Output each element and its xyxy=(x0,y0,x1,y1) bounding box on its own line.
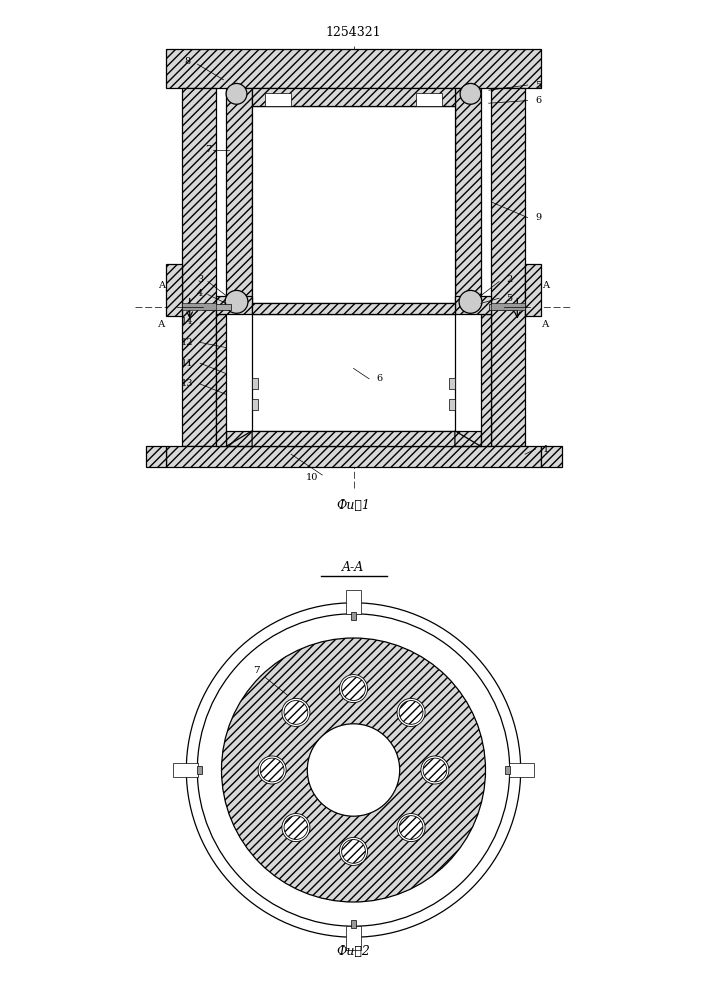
Text: 8: 8 xyxy=(184,57,190,66)
Polygon shape xyxy=(226,431,252,446)
Bar xyxy=(449,399,455,410)
Bar xyxy=(481,314,491,446)
Bar xyxy=(491,303,525,310)
Circle shape xyxy=(341,840,366,863)
Bar xyxy=(455,88,481,303)
Text: A-A: A-A xyxy=(342,561,365,574)
Text: 9: 9 xyxy=(535,213,541,222)
Circle shape xyxy=(459,290,482,313)
Text: 1254321: 1254321 xyxy=(326,26,381,39)
Circle shape xyxy=(397,698,425,726)
Circle shape xyxy=(221,638,486,902)
Circle shape xyxy=(260,758,284,782)
Text: 5: 5 xyxy=(506,294,513,303)
Bar xyxy=(203,304,231,310)
Text: 4: 4 xyxy=(197,288,203,298)
Bar xyxy=(506,766,510,774)
Bar xyxy=(541,446,561,467)
Circle shape xyxy=(308,724,399,816)
Text: 1: 1 xyxy=(543,444,549,454)
Circle shape xyxy=(423,758,447,782)
Text: 14: 14 xyxy=(181,317,193,326)
Text: A: A xyxy=(158,281,165,290)
Bar xyxy=(226,88,252,303)
Circle shape xyxy=(282,698,310,726)
Circle shape xyxy=(399,816,423,839)
Bar xyxy=(346,926,361,950)
Text: 12: 12 xyxy=(181,338,193,347)
Bar xyxy=(525,264,541,316)
Bar xyxy=(197,766,201,774)
Bar xyxy=(216,296,252,314)
Bar xyxy=(182,88,216,446)
Circle shape xyxy=(284,701,308,724)
Bar xyxy=(182,303,216,310)
Text: A: A xyxy=(542,281,549,290)
Text: 6: 6 xyxy=(535,96,541,105)
Text: 10: 10 xyxy=(305,473,318,482)
Bar xyxy=(449,378,455,389)
Bar xyxy=(166,49,541,88)
Text: 2: 2 xyxy=(506,275,513,284)
Bar xyxy=(173,763,197,777)
Text: 3: 3 xyxy=(197,275,203,284)
Bar xyxy=(166,264,182,316)
Polygon shape xyxy=(455,431,481,446)
Text: Фи⸠2: Фи⸠2 xyxy=(337,945,370,958)
Text: 11: 11 xyxy=(181,359,193,368)
Text: 6: 6 xyxy=(376,374,382,383)
Bar xyxy=(416,93,442,106)
Bar xyxy=(351,920,356,928)
Bar xyxy=(510,763,534,777)
Bar xyxy=(351,612,356,620)
Bar xyxy=(252,303,455,314)
Circle shape xyxy=(399,701,423,724)
Bar xyxy=(216,314,226,446)
Bar xyxy=(252,88,455,106)
Text: 5: 5 xyxy=(535,81,541,90)
Bar xyxy=(252,378,258,389)
Circle shape xyxy=(282,814,310,842)
Circle shape xyxy=(226,83,247,104)
Bar xyxy=(252,314,455,431)
Bar xyxy=(226,431,481,446)
Bar xyxy=(489,304,518,310)
Circle shape xyxy=(339,837,368,865)
Bar xyxy=(252,399,258,410)
Circle shape xyxy=(225,290,248,313)
Circle shape xyxy=(421,756,449,784)
Bar xyxy=(346,590,361,614)
Bar xyxy=(146,446,166,467)
Text: Фи⸠1: Фи⸠1 xyxy=(337,499,370,512)
Bar xyxy=(166,446,541,467)
Bar xyxy=(491,88,525,446)
Text: 7: 7 xyxy=(253,666,260,675)
Circle shape xyxy=(460,83,481,104)
Bar xyxy=(252,106,455,303)
Circle shape xyxy=(187,603,520,937)
Circle shape xyxy=(258,756,286,784)
Bar xyxy=(455,296,491,314)
Circle shape xyxy=(339,675,368,703)
Bar xyxy=(265,93,291,106)
Circle shape xyxy=(341,677,366,700)
Circle shape xyxy=(284,816,308,839)
Text: 7: 7 xyxy=(205,145,211,154)
Circle shape xyxy=(397,814,425,842)
Text: А: А xyxy=(542,320,549,329)
Text: 13: 13 xyxy=(181,379,193,388)
Text: А: А xyxy=(158,320,165,329)
Circle shape xyxy=(197,614,510,926)
